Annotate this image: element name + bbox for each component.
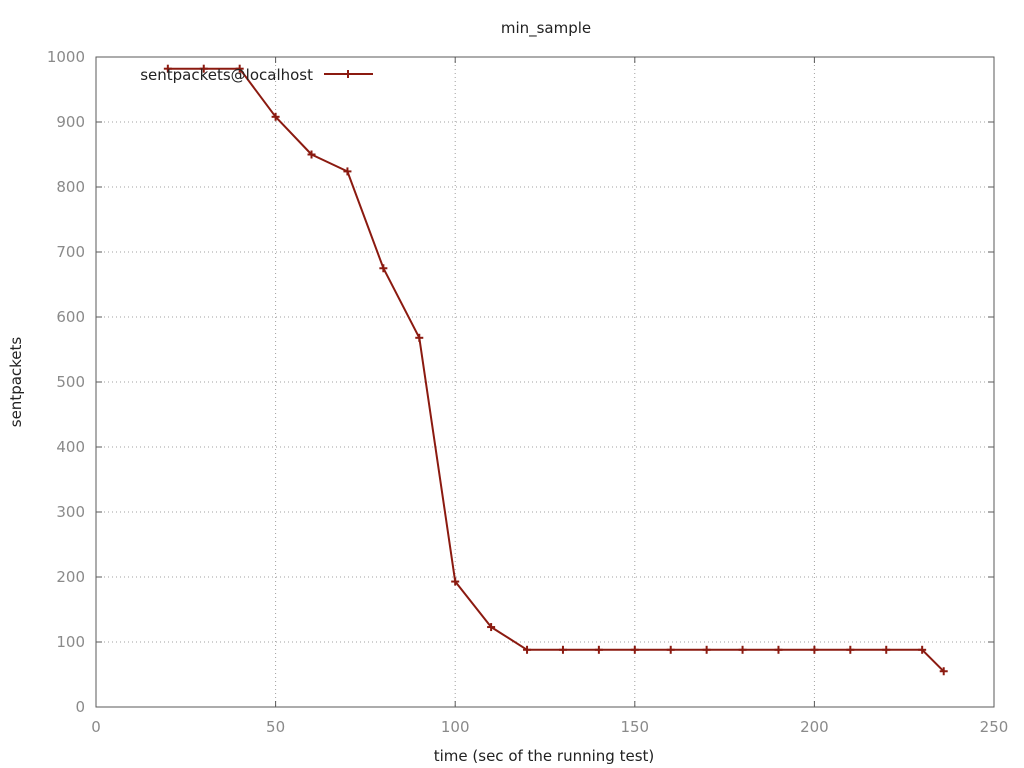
y-tick-label: 500: [56, 373, 85, 391]
x-tick-label: 200: [800, 718, 829, 736]
data-point-marker: [199, 64, 208, 73]
x-axis-label: time (sec of the running test): [434, 747, 655, 765]
data-point-marker: [307, 150, 316, 159]
legend-plus-marker: [344, 70, 352, 78]
data-point-marker: [810, 645, 819, 654]
data-point-marker: [939, 667, 948, 676]
x-tick-label: 100: [441, 718, 470, 736]
data-point-marker: [271, 112, 280, 121]
data-point-marker: [235, 64, 244, 73]
axis-ticks: [95, 56, 995, 708]
y-tick-label: 700: [56, 243, 85, 261]
y-tick-label: 1000: [47, 48, 85, 66]
y-tick-label: 400: [56, 438, 85, 456]
data-point-marker: [523, 645, 532, 654]
y-tick-label: 300: [56, 503, 85, 521]
data-point-marker: [774, 645, 783, 654]
y-tick-label: 600: [56, 308, 85, 326]
y-tick-label: 200: [56, 568, 85, 586]
y-tick-label: 900: [56, 113, 85, 131]
data-point-marker: [738, 645, 747, 654]
y-axis-label: sentpackets: [7, 337, 25, 428]
y-tick-label: 100: [56, 633, 85, 651]
y-tick-label: 800: [56, 178, 85, 196]
data-point-marker: [594, 645, 603, 654]
data-point-marker: [846, 645, 855, 654]
data-point-marker: [702, 645, 711, 654]
x-tick-label: 0: [91, 718, 101, 736]
data-point-marker: [343, 167, 352, 176]
x-tick-label: 50: [266, 718, 285, 736]
legend-label: sentpackets@localhost: [140, 66, 313, 84]
data-point-marker: [379, 264, 388, 273]
axis-tick-labels: 0 50 100 150 200 250 0 100 200 300 400 500 600 700 800…: [47, 48, 1009, 736]
data-point-marker: [163, 64, 172, 73]
data-point-marker: [558, 645, 567, 654]
series-line: [167, 67, 945, 673]
grid: [96, 57, 994, 707]
data-point-marker: [918, 645, 927, 654]
data-point-marker: [487, 623, 496, 632]
data-point-marker: [882, 645, 891, 654]
x-tick-label: 150: [620, 718, 649, 736]
data-point-marker: [415, 333, 424, 342]
data-point-marker: [630, 645, 639, 654]
y-tick-label: 0: [75, 698, 85, 716]
x-tick-label: 250: [980, 718, 1009, 736]
data-point-marker: [451, 577, 460, 586]
series-layer: [163, 64, 948, 676]
chart-title: min_sample: [501, 19, 591, 38]
legend: sentpackets@localhost: [140, 66, 373, 84]
data-point-marker: [666, 645, 675, 654]
